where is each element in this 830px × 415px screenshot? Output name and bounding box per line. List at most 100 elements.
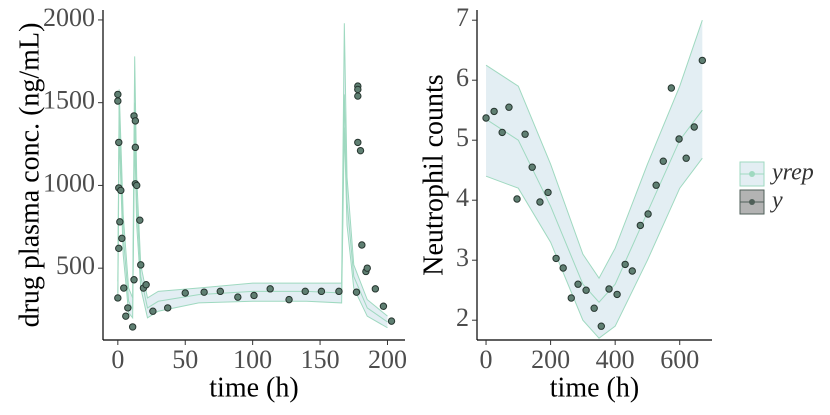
x-tick-label: 0 (480, 345, 493, 374)
data-point (597, 322, 605, 330)
data-point (482, 114, 490, 122)
x-axis-label: time (h) (209, 372, 298, 403)
data-point (605, 285, 613, 293)
data-point (559, 264, 567, 272)
data-point (335, 287, 343, 296)
band (486, 20, 703, 339)
y-axis-label: drug plasma conc. (ng/mL) (14, 23, 45, 328)
y-tick-label: 1500 (43, 86, 95, 115)
band-edge (485, 20, 703, 280)
data-point (116, 218, 124, 226)
data-point (505, 103, 513, 111)
data-point (552, 254, 560, 263)
x-tick-label: 100 (233, 345, 272, 374)
data-point (352, 288, 361, 296)
median-line (485, 109, 703, 303)
legend-key-dot (749, 199, 755, 205)
data-point (130, 276, 138, 284)
legend-label: y (770, 188, 783, 214)
data-point (114, 90, 122, 99)
data-point (387, 317, 396, 325)
data-point (354, 85, 362, 94)
data-point (536, 198, 544, 206)
data-point (613, 290, 621, 299)
data-point (690, 123, 698, 131)
data-point (120, 284, 128, 292)
data-point (137, 261, 145, 269)
data-point (363, 264, 371, 272)
data-point (142, 281, 150, 289)
data-point (128, 323, 137, 331)
x-tick-label: 50 (172, 345, 198, 374)
data-point (698, 56, 707, 65)
y-tick-label: 2 (456, 303, 469, 332)
data-point (644, 210, 652, 218)
data-point (371, 285, 380, 293)
data-point (544, 188, 552, 197)
data-point (659, 157, 667, 165)
data-point (115, 244, 123, 253)
data-point (628, 267, 636, 275)
data-point (675, 135, 683, 143)
data-point (266, 285, 274, 293)
y-tick-label: 7 (456, 3, 469, 32)
data-point (131, 143, 140, 152)
y-tick-label: 3 (456, 243, 469, 272)
data-point (356, 146, 365, 155)
data-point (528, 163, 536, 171)
data-point (114, 294, 122, 302)
data-point (301, 287, 309, 296)
x-tick-label: 200 (368, 345, 407, 374)
data-point (621, 260, 629, 269)
data-point (354, 138, 362, 147)
x-tick-label: 0 (111, 345, 124, 374)
median-line (117, 94, 388, 323)
data-point (136, 216, 144, 224)
data-point (117, 186, 125, 195)
data-point (521, 130, 529, 138)
y-tick-label: 5 (456, 123, 469, 152)
data-point (682, 154, 690, 162)
data-point (115, 138, 123, 147)
y-axis-label: Neutrophil counts (418, 74, 449, 275)
data-point (358, 241, 366, 249)
data-point (216, 287, 224, 296)
x-tick-label: 150 (301, 345, 340, 374)
band-edge (485, 157, 703, 339)
y-tick-label: 1000 (43, 168, 95, 197)
data-point (582, 286, 590, 294)
data-point (122, 312, 130, 320)
data-point (114, 97, 122, 105)
band-edge (117, 23, 388, 317)
data-point (200, 288, 208, 296)
legend-label: yrep (770, 160, 814, 186)
data-point (490, 107, 498, 116)
y-tick-label: 500 (56, 251, 95, 280)
data-point (590, 304, 598, 312)
x-tick-label: 600 (660, 345, 699, 374)
data-point (574, 280, 582, 288)
legend-key-dot (749, 171, 755, 177)
data-point (133, 181, 141, 190)
data-point (181, 289, 189, 297)
band-edge (117, 127, 388, 329)
data-point (636, 221, 645, 230)
data-point (131, 117, 140, 125)
data-point (149, 307, 157, 315)
data-point (118, 234, 126, 243)
y-tick-label: 6 (456, 63, 469, 92)
data-point (354, 92, 362, 100)
data-point (317, 287, 326, 296)
data-point (379, 302, 388, 310)
x-axis-label: time (h) (550, 372, 639, 403)
data-point (667, 84, 676, 92)
data-point (652, 181, 660, 189)
x-tick-label: 400 (596, 345, 635, 374)
x-tick-label: 200 (531, 345, 570, 374)
data-point (498, 128, 506, 137)
data-point (513, 195, 521, 203)
data-point (250, 291, 258, 300)
y-tick-label: 4 (456, 183, 469, 212)
data-point (567, 294, 575, 302)
